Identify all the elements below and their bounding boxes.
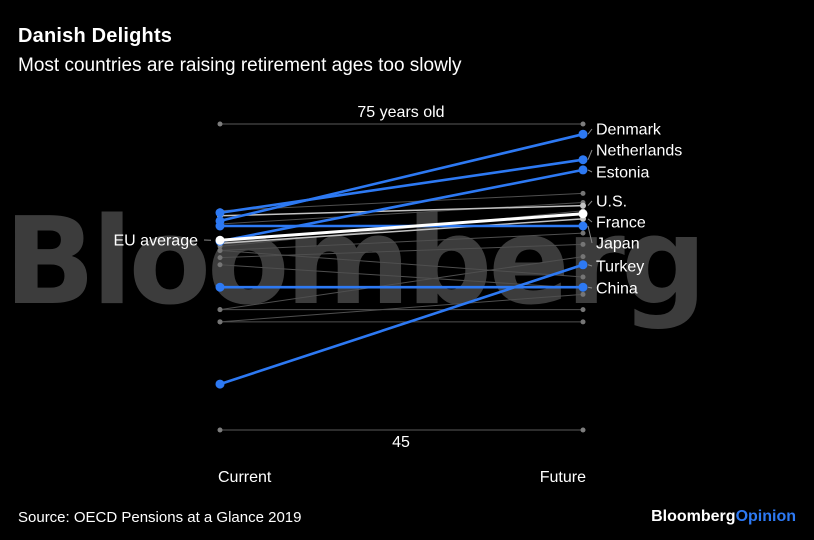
series-layer <box>215 129 588 389</box>
series-line-line-13 <box>219 243 584 259</box>
series-label-eu-average: EU average <box>114 233 199 250</box>
series-dot-current-turkey <box>215 379 225 389</box>
series-label-netherlands: Netherlands <box>596 143 682 160</box>
series-line-u-s <box>219 204 584 217</box>
series-dot-current-china <box>215 282 225 292</box>
x-label-future: Future <box>540 469 586 486</box>
series-line-france <box>219 218 584 245</box>
series-line-denmark <box>219 132 584 223</box>
label-leader-france <box>587 218 593 223</box>
top-rule-endpoint-right <box>580 121 586 127</box>
series-line-netherlands <box>219 158 584 215</box>
bottom-rule-label: 45 <box>392 434 410 451</box>
series-dot-current-japan <box>215 221 225 231</box>
series-label-u-s: U.S. <box>596 194 627 211</box>
series-dot-current-line-17 <box>217 307 223 313</box>
series-label-denmark: Denmark <box>596 122 662 139</box>
series-label-france: France <box>596 215 646 232</box>
series-line-eu-average <box>219 212 584 242</box>
source-note: Source: OECD Pensions at a Glance 2019 <box>18 509 302 526</box>
series-line-line-18 <box>219 293 584 323</box>
series-dot-current-netherlands <box>215 208 225 218</box>
chart-subtitle: Most countries are raising retirement ag… <box>18 55 462 76</box>
series-line-line-10 <box>219 202 584 225</box>
top-rule: 75 years old <box>217 104 586 127</box>
series-dot-future-turkey <box>578 260 588 270</box>
series-line-line-11 <box>219 210 584 247</box>
series-dot-current-line-19 <box>217 319 223 325</box>
series-dot-future-denmark <box>578 129 588 139</box>
series-line-line-9 <box>219 192 584 212</box>
series-label-japan: Japan <box>596 236 640 253</box>
label-leader-u-s <box>587 200 593 206</box>
series-line-turkey <box>219 263 584 386</box>
series-dot-future-line-17 <box>580 307 586 313</box>
top-rule-endpoint-left <box>217 121 223 127</box>
series-line-line-12 <box>219 232 584 251</box>
series-line-line-15 <box>219 249 584 278</box>
brand-bloomberg: Bloomberg <box>651 508 736 525</box>
series-dot-future-line-12 <box>580 230 586 236</box>
series-dot-future-japan <box>578 221 588 231</box>
bottom-rule-endpoint-left <box>217 427 223 433</box>
series-label-china: China <box>596 281 638 298</box>
series-line-line-16 <box>219 256 584 311</box>
label-leader-turkey <box>587 264 593 267</box>
series-dot-future-u-s <box>580 202 586 209</box>
series-dot-future-line-19 <box>580 319 586 325</box>
series-label-layer: Denmark Netherlands Estonia U.S. France Japan… <box>114 122 683 298</box>
label-leader-denmark <box>587 128 593 135</box>
series-label-turkey: Turkey <box>596 259 644 276</box>
label-leader-japan <box>587 225 593 244</box>
brand-logo: BloombergOpinion <box>651 508 796 526</box>
label-leader-netherlands <box>587 149 593 160</box>
top-rule-label: 75 years old <box>357 104 444 121</box>
bottom-rule: 45 <box>217 427 586 451</box>
series-dot-future-line-16 <box>580 254 586 260</box>
series-dot-future-line-18 <box>580 291 586 297</box>
x-label-current: Current <box>218 469 272 486</box>
series-dot-future-estonia <box>578 165 588 175</box>
series-dot-current-eu-average <box>215 235 225 245</box>
series-dot-future-eu-average <box>578 209 588 219</box>
series-dot-future-line-15 <box>580 274 586 280</box>
series-dot-future-line-13 <box>580 241 586 247</box>
label-leader-china <box>587 286 593 289</box>
series-dot-current-line-15 <box>217 247 223 253</box>
series-dot-future-china <box>578 282 588 292</box>
chart-title: Danish Delights <box>18 25 173 47</box>
series-dot-future-netherlands <box>578 155 588 165</box>
series-dot-current-line-14 <box>217 262 223 268</box>
series-dot-current-line-13 <box>217 255 223 261</box>
series-line-estonia <box>219 168 584 243</box>
series-dot-future-line-9 <box>580 190 586 196</box>
series-label-estonia: Estonia <box>596 165 649 182</box>
bottom-rule-endpoint-right <box>580 427 586 433</box>
label-leader-estonia <box>587 169 593 173</box>
brand-opinion: Opinion <box>735 508 796 525</box>
